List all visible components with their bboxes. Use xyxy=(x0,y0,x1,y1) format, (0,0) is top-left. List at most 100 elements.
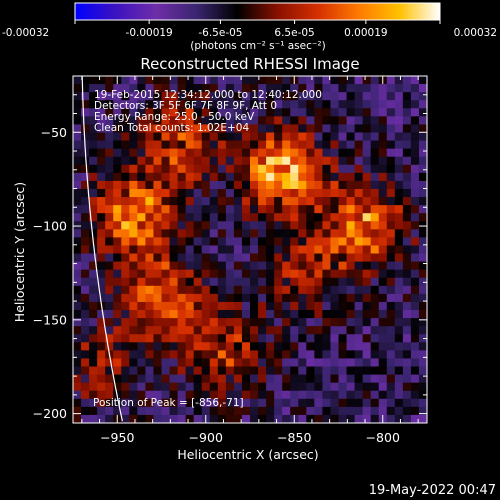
heatmap-cell xyxy=(370,285,380,295)
heatmap-cell xyxy=(97,197,106,206)
heatmap-cell xyxy=(129,132,138,141)
heatmap-cell xyxy=(330,124,339,133)
heatmap-cell xyxy=(209,390,219,400)
heatmap-cell xyxy=(233,116,243,125)
heatmap-cell xyxy=(153,326,162,335)
heatmap-cell xyxy=(233,197,243,206)
heatmap-cell xyxy=(209,293,219,303)
heatmap-cell xyxy=(322,100,331,109)
heatmap-cell xyxy=(81,100,90,109)
heatmap-cell xyxy=(362,326,372,335)
heatmap-cell xyxy=(298,116,307,125)
heatmap-cell xyxy=(113,285,122,295)
heatmap-cell xyxy=(354,76,364,85)
heatmap-cell xyxy=(73,188,82,198)
heatmap-cell xyxy=(185,197,195,206)
heatmap-cell xyxy=(185,213,195,222)
heatmap-cell xyxy=(274,261,283,271)
heatmap-cell xyxy=(97,366,106,375)
heatmap-cell xyxy=(410,350,420,359)
heatmap-cell xyxy=(137,237,146,246)
heatmap-cell xyxy=(225,398,235,408)
heatmap-cell xyxy=(418,245,427,254)
heatmap-cell xyxy=(402,140,412,150)
heatmap-cell xyxy=(201,229,211,238)
heatmap-cell xyxy=(394,406,404,416)
heatmap-cell xyxy=(137,84,146,93)
heatmap-cell xyxy=(241,188,251,198)
heatmap-cell xyxy=(241,245,251,254)
heatmap-cell xyxy=(113,116,122,125)
heatmap-cell xyxy=(258,390,267,400)
heatmap-cell xyxy=(121,350,130,359)
heatmap-cell xyxy=(241,253,251,262)
heatmap-cell xyxy=(330,148,339,158)
heatmap-cell xyxy=(298,253,307,262)
heatmap-cell xyxy=(129,245,138,254)
heatmap-cell xyxy=(346,269,355,279)
heatmap-cell xyxy=(346,188,355,198)
heatmap-cell xyxy=(137,140,146,150)
x-tick-label: −850 xyxy=(277,430,311,445)
heatmap-cell xyxy=(402,358,412,367)
heatmap-cell xyxy=(282,366,291,375)
heatmap-cell xyxy=(209,116,219,125)
heatmap-cell xyxy=(145,84,154,93)
heatmap-cell xyxy=(362,92,372,101)
heatmap-cell xyxy=(73,245,82,254)
heatmap-cell xyxy=(121,116,130,125)
heatmap-cell xyxy=(402,172,412,182)
heatmap-cell xyxy=(258,221,267,230)
heatmap-cell xyxy=(346,366,355,375)
heatmap-cell xyxy=(217,277,227,287)
heatmap-cell xyxy=(282,100,291,109)
heatmap-cell xyxy=(81,237,90,246)
heatmap-cell xyxy=(314,253,323,262)
heatmap-cell xyxy=(81,124,90,133)
heatmap-cell xyxy=(233,124,243,133)
heatmap-cell xyxy=(89,277,98,287)
heatmap-cell xyxy=(89,382,98,392)
heatmap-cell xyxy=(386,261,396,271)
heatmap-cell xyxy=(250,301,259,311)
heatmap-cell xyxy=(153,318,162,327)
heatmap-cell xyxy=(394,269,404,279)
heatmap-cell xyxy=(386,406,396,416)
heatmap-cell xyxy=(282,84,291,93)
heatmap-cell xyxy=(330,237,339,246)
heatmap-cell xyxy=(290,148,299,158)
heatmap-cell xyxy=(394,285,404,295)
heatmap-cell xyxy=(322,148,331,158)
heatmap-cell xyxy=(362,108,372,117)
heatmap-cell xyxy=(258,108,267,117)
heatmap-cell xyxy=(169,229,178,238)
heatmap-cell xyxy=(209,213,219,222)
heatmap-cell xyxy=(322,229,331,238)
heatmap-cell xyxy=(394,301,404,311)
heatmap-cell xyxy=(113,84,122,93)
heatmap-cell xyxy=(145,213,154,222)
heatmap-cell xyxy=(169,84,178,93)
heatmap-cell xyxy=(282,156,291,166)
heatmap-cell xyxy=(274,140,283,150)
heatmap-cell xyxy=(129,358,138,367)
heatmap-cell xyxy=(89,390,98,400)
heatmap-cell xyxy=(394,382,404,392)
heatmap-cell xyxy=(209,334,219,343)
heatmap-cell xyxy=(233,229,243,238)
heatmap-cell xyxy=(185,342,195,351)
heatmap-cell xyxy=(209,366,219,375)
heatmap-cell xyxy=(185,253,195,262)
heatmap-cell xyxy=(378,277,388,287)
heatmap-cell xyxy=(282,318,291,327)
heatmap-cell xyxy=(153,205,162,214)
heatmap-cell xyxy=(161,350,170,359)
heatmap-cell xyxy=(274,269,283,279)
heatmap-cell xyxy=(314,148,323,158)
heatmap-cell xyxy=(314,237,323,246)
heatmap-cell xyxy=(322,116,331,125)
heatmap-cell xyxy=(137,350,146,359)
heatmap-cell xyxy=(145,358,154,367)
heatmap-cell xyxy=(145,229,154,238)
heatmap-cell xyxy=(201,84,211,93)
